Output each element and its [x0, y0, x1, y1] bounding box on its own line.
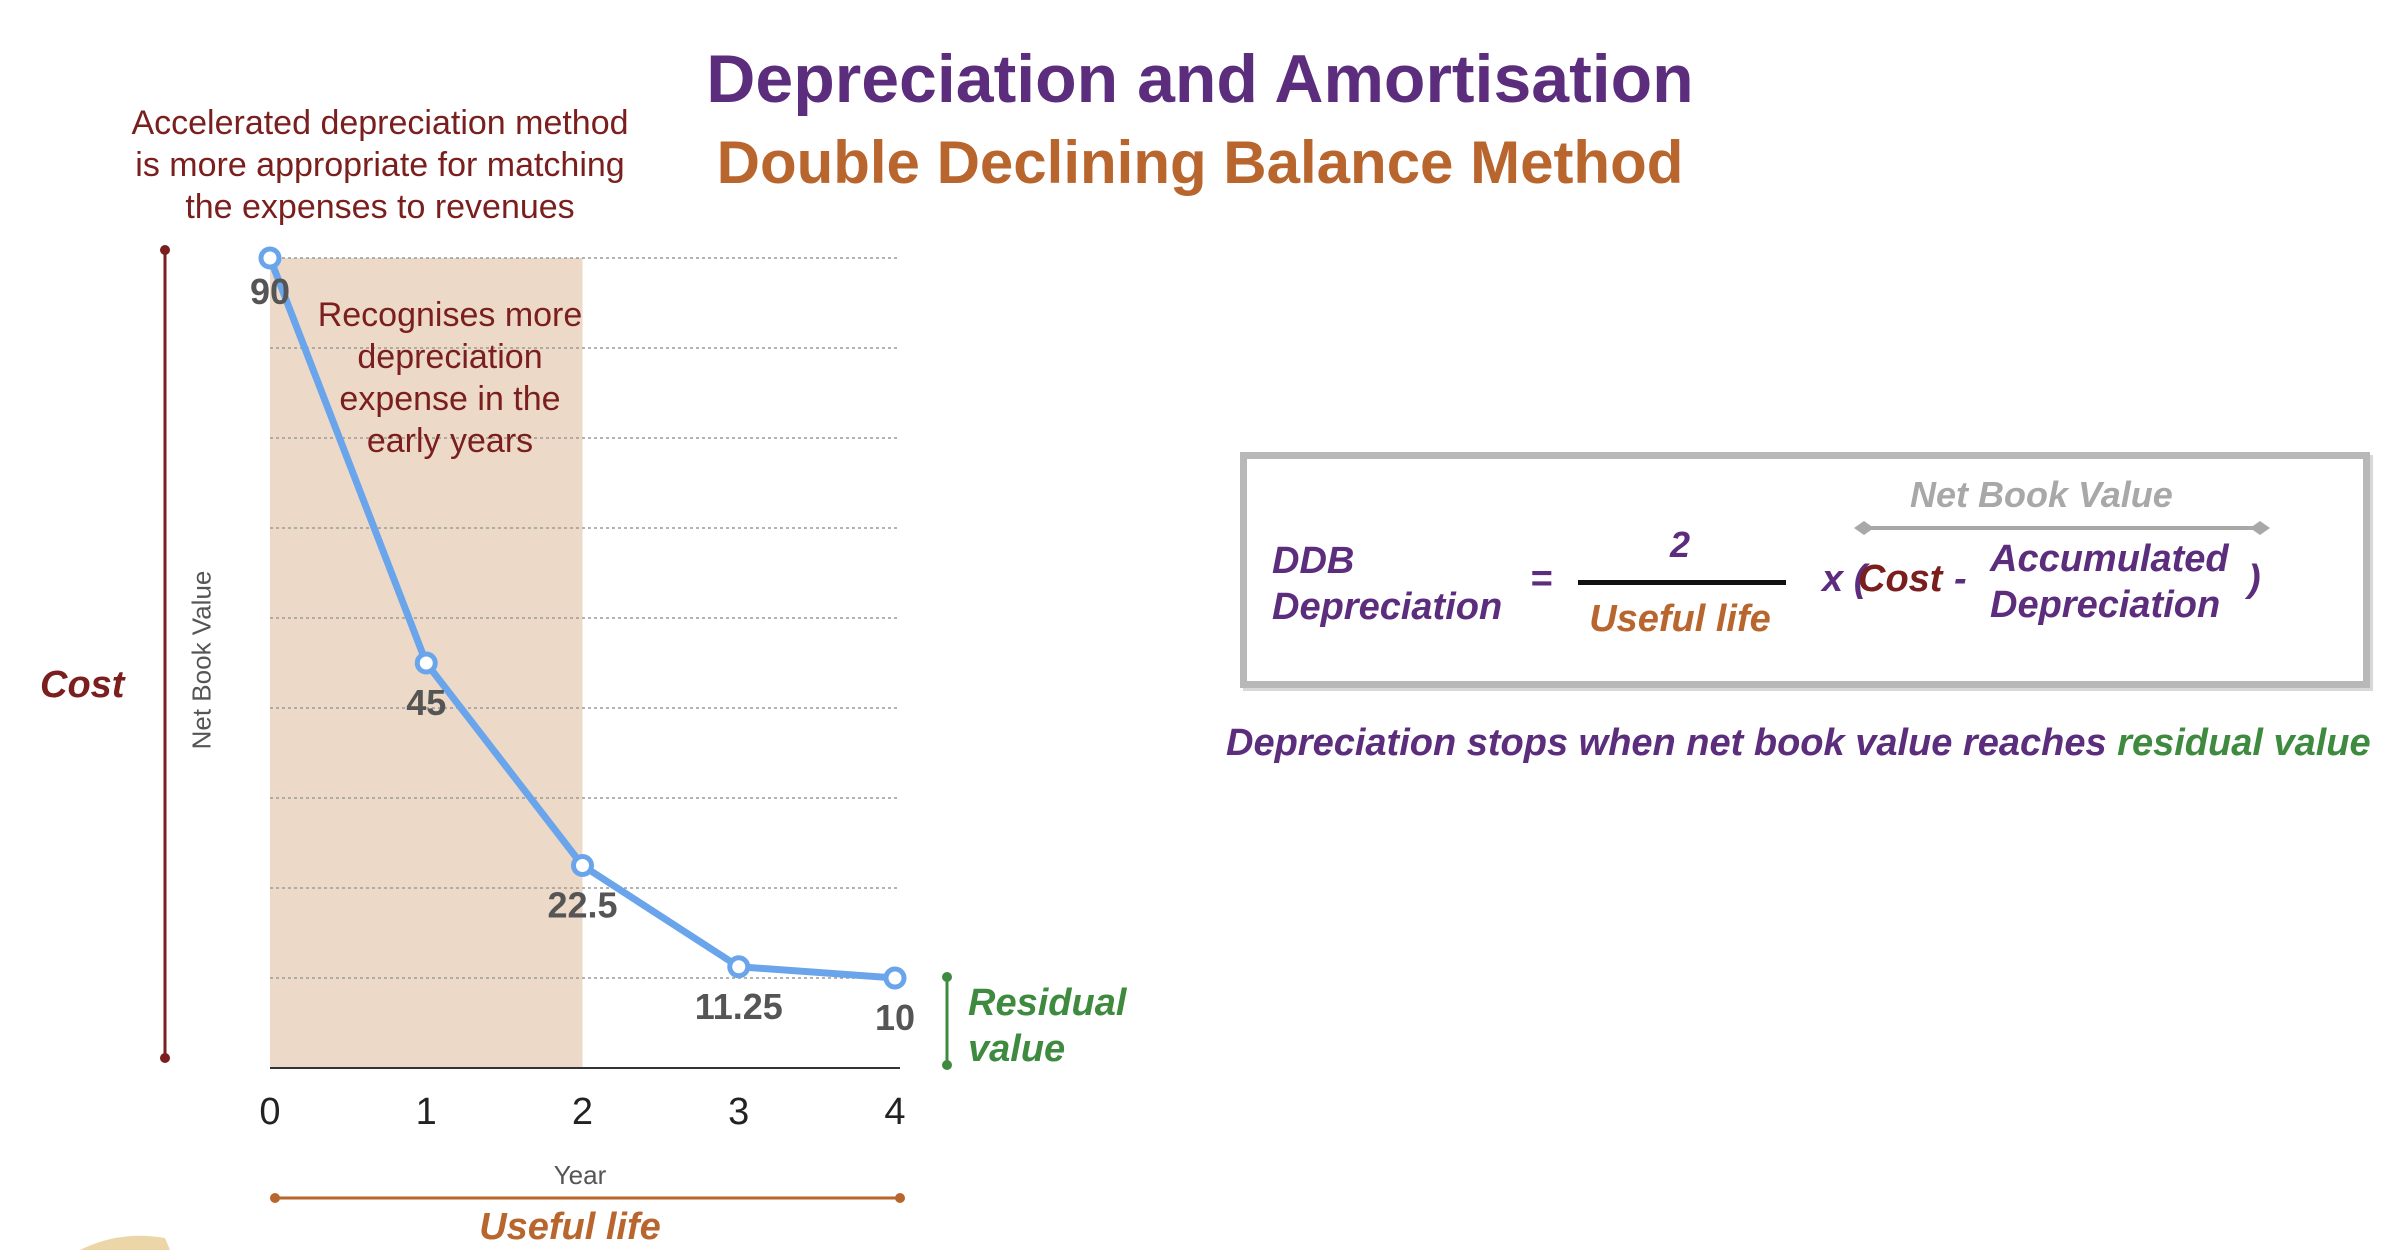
data-point	[727, 955, 751, 979]
formula-box	[1240, 452, 2370, 688]
data-label: 90	[250, 271, 290, 312]
formula-ddb-depreciation: DDB Depreciation	[1272, 538, 1502, 630]
subtitle: Double Declining Balance Method	[716, 129, 1684, 196]
data-points	[258, 246, 907, 990]
useful-life-bracket-right-dot	[895, 1193, 905, 1203]
stop-note-highlight: residual value	[2117, 722, 2371, 764]
formula-denominator: Useful life	[1589, 598, 1771, 640]
formula-close-paren: )	[2248, 558, 2261, 600]
x-tick-label: 2	[572, 1091, 593, 1133]
data-label: 45	[406, 682, 446, 723]
residual-value-label: Residual value	[968, 980, 1126, 1072]
formula-accumulated-line-1: Accumulated	[1990, 538, 2229, 580]
residual-label-line-1: Residual	[968, 982, 1127, 1024]
formula-accumulated-line-2: Depreciation	[1990, 584, 2221, 626]
data-point	[258, 246, 282, 270]
data-point	[571, 854, 594, 877]
shaded-note-line-3: expense in the	[339, 380, 561, 418]
net-book-value-arrow	[1854, 521, 2270, 535]
x-tick-label: 3	[728, 1091, 749, 1133]
formula-fraction-line	[1578, 580, 1786, 585]
formula-minus: -	[1954, 558, 1967, 600]
formula-times: x (	[1822, 558, 1867, 600]
x-tick-label: 1	[416, 1091, 437, 1133]
cost-bracket-top-dot	[160, 245, 170, 255]
shaded-note-line-2: depreciation	[357, 338, 543, 376]
x-tick-label: 4	[884, 1091, 905, 1133]
data-label: 10	[875, 997, 915, 1038]
formula-cost: Cost	[1858, 558, 1943, 600]
accelerated-note-line-3: the expenses to revenues	[185, 188, 575, 226]
x-tick-labels: 0 1 2 3 4	[259, 1091, 905, 1133]
useful-life-bracket-left-dot	[270, 1193, 280, 1203]
data-labels: 90 45 22.5 11.25 10	[250, 271, 915, 1038]
x-axis-label: Year	[553, 1160, 607, 1190]
formula-ddb-line-2: Depreciation	[1272, 586, 1503, 628]
main-title: Depreciation and Amortisation	[706, 41, 1694, 117]
accelerated-note: Accelerated depreciation method is more …	[80, 102, 680, 228]
data-label: 22.5	[547, 885, 617, 926]
data-label: 11.25	[695, 986, 783, 1027]
formula-ddb-line-1: DDB	[1272, 540, 1355, 582]
formula-equals: =	[1530, 558, 1553, 600]
cost-bracket-bottom-dot	[160, 1053, 170, 1063]
data-point	[414, 651, 438, 675]
formula-numerator: 2	[1669, 524, 1691, 565]
x-tick-label: 0	[259, 1091, 280, 1133]
data-point	[883, 966, 907, 990]
accelerated-note-line-2: is more appropriate for matching	[135, 146, 625, 184]
cost-label: Cost	[40, 664, 125, 706]
useful-life-label: Useful life	[479, 1206, 661, 1248]
formula-net-book-value-label: Net Book Value	[1910, 474, 2173, 515]
depreciation-stop-note: Depreciation stops when net book value r…	[1226, 722, 2371, 765]
accelerated-note-line-1: Accelerated depreciation method	[131, 104, 629, 142]
shaded-note-line-1: Recognises more	[317, 296, 583, 334]
residual-bracket-bottom-dot	[942, 1060, 952, 1070]
residual-label-line-2: value	[968, 1028, 1066, 1070]
shaded-note-line-4: early years	[366, 422, 534, 460]
shaded-note: Recognises more depreciation expense in …	[290, 294, 610, 462]
y-axis-label: Net Book Value	[186, 570, 217, 750]
decorative-corner-shape	[80, 1235, 170, 1250]
stop-note-text: Depreciation stops when net book value r…	[1226, 722, 2118, 764]
formula-accumulated-depreciation: Accumulated Depreciation	[1990, 536, 2229, 628]
residual-bracket-top-dot	[942, 972, 952, 982]
